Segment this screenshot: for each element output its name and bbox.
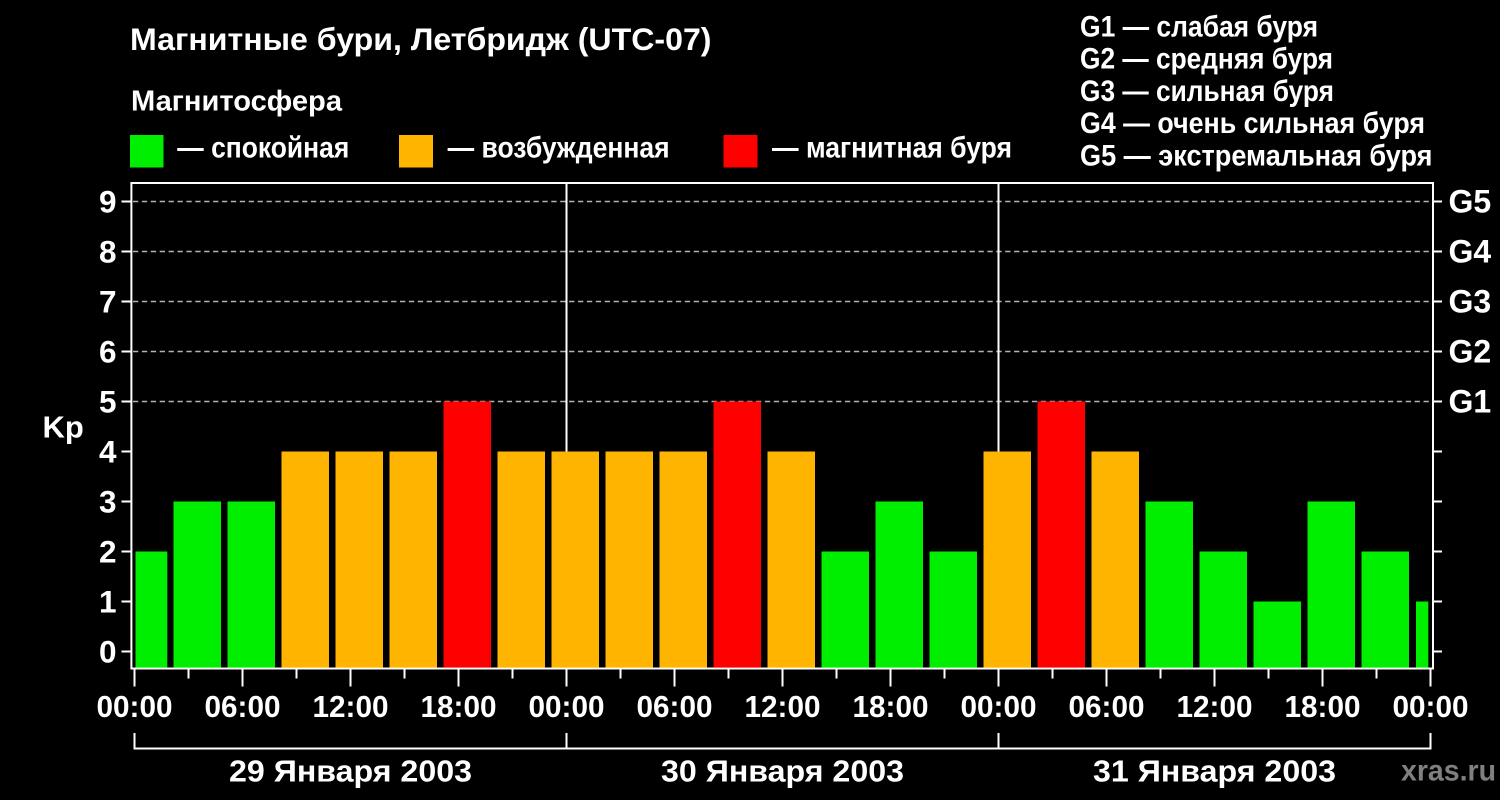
svg-text:18:00: 18:00 <box>421 690 497 724</box>
svg-text:8: 8 <box>99 233 117 269</box>
svg-text:G3: G3 <box>1449 284 1492 320</box>
svg-text:0: 0 <box>99 633 117 669</box>
svg-text:2: 2 <box>99 533 117 569</box>
svg-text:18:00: 18:00 <box>853 690 929 724</box>
svg-text:5: 5 <box>99 383 117 419</box>
svg-text:Kp: Kp <box>43 410 84 445</box>
svg-text:G5 — экстремальная буря: G5 — экстремальная буря <box>1080 140 1433 173</box>
svg-text:Магнитосфера: Магнитосфера <box>131 86 343 118</box>
svg-text:G1 — слабая буря: G1 — слабая буря <box>1080 10 1318 43</box>
svg-text:4: 4 <box>99 433 117 469</box>
svg-text:G3 — сильная буря: G3 — сильная буря <box>1080 75 1334 108</box>
svg-text:— возбужденная: — возбужденная <box>448 132 670 165</box>
svg-text:G2: G2 <box>1449 334 1492 370</box>
svg-text:00:00: 00:00 <box>961 690 1037 724</box>
svg-text:30 Января 2003: 30 Января 2003 <box>661 754 904 789</box>
svg-text:06:00: 06:00 <box>637 690 713 724</box>
svg-text:18:00: 18:00 <box>1285 690 1361 724</box>
svg-text:9: 9 <box>99 183 117 219</box>
svg-text:G2 — средняя буря: G2 — средняя буря <box>1080 43 1333 76</box>
svg-text:xras.ru: xras.ru <box>1401 755 1496 788</box>
svg-text:00:00: 00:00 <box>529 690 605 724</box>
svg-text:06:00: 06:00 <box>1069 690 1145 724</box>
svg-text:— спокойная: — спокойная <box>177 132 349 165</box>
svg-text:G4: G4 <box>1449 234 1492 270</box>
svg-text:1: 1 <box>99 583 117 619</box>
svg-text:00:00: 00:00 <box>1393 690 1469 724</box>
svg-text:00:00: 00:00 <box>97 690 173 724</box>
svg-text:7: 7 <box>99 283 117 319</box>
svg-text:12:00: 12:00 <box>1177 690 1253 724</box>
svg-text:6: 6 <box>99 333 117 369</box>
svg-text:Магнитные бури, Летбридж (UTC-: Магнитные бури, Летбридж (UTC-07) <box>130 21 712 57</box>
svg-text:— магнитная буря: — магнитная буря <box>772 132 1012 165</box>
svg-text:31 Января 2003: 31 Января 2003 <box>1093 754 1336 789</box>
svg-text:G4 — очень сильная буря: G4 — очень сильная буря <box>1080 107 1425 140</box>
svg-text:3: 3 <box>99 483 117 519</box>
svg-text:12:00: 12:00 <box>313 690 389 724</box>
svg-text:G1: G1 <box>1449 384 1492 420</box>
svg-text:12:00: 12:00 <box>745 690 821 724</box>
svg-text:G5: G5 <box>1449 184 1492 220</box>
svg-text:29 Января 2003: 29 Января 2003 <box>229 754 472 789</box>
svg-text:06:00: 06:00 <box>205 690 281 724</box>
